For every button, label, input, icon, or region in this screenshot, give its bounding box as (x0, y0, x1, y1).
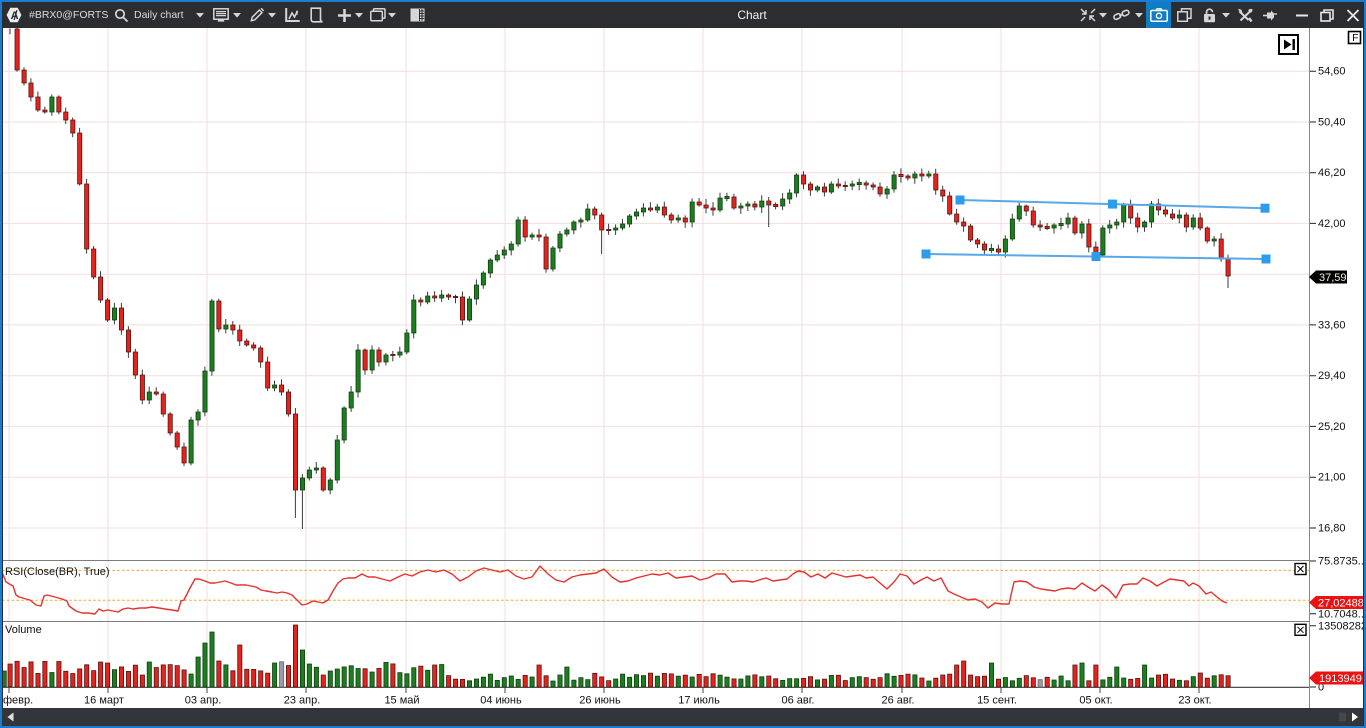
svg-text:16,80: 16,80 (1318, 523, 1346, 535)
svg-text:15 май: 15 май (384, 695, 419, 707)
svg-text:25,20: 25,20 (1318, 421, 1346, 433)
svg-text:05 окт.: 05 окт. (1079, 695, 1112, 707)
svg-text:54,60: 54,60 (1318, 66, 1346, 78)
svg-text:0: 0 (1318, 682, 1324, 694)
svg-text:06 авг.: 06 авг. (782, 695, 815, 707)
svg-text:RSI(Close(BR), True): RSI(Close(BR), True) (5, 566, 110, 578)
svg-text:46,20: 46,20 (1318, 167, 1346, 179)
svg-text:1913949: 1913949 (1319, 673, 1362, 685)
svg-text:23 апр.: 23 апр. (284, 695, 321, 707)
svg-text:42,00: 42,00 (1318, 218, 1346, 230)
svg-text:26 июнь: 26 июнь (579, 695, 621, 707)
svg-text:Volume: Volume (5, 624, 42, 636)
svg-text:75.8735..: 75.8735.. (1318, 556, 1364, 568)
svg-text:15 сент.: 15 сент. (977, 695, 1017, 707)
svg-text:10.7048..: 10.7048.. (1318, 608, 1364, 620)
svg-text:03 апр.: 03 апр. (185, 695, 222, 707)
svg-text:F: F (1352, 33, 1358, 44)
svg-text:27,02488: 27,02488 (1318, 598, 1364, 610)
svg-text:33,60: 33,60 (1318, 319, 1346, 331)
svg-text:37,59: 37,59 (1319, 272, 1347, 284)
svg-text:04 июнь: 04 июнь (480, 695, 522, 707)
svg-text:23 окт.: 23 окт. (1178, 695, 1211, 707)
svg-text:26 авг.: 26 авг. (882, 695, 915, 707)
svg-text:13508282: 13508282 (1318, 620, 1364, 632)
svg-text:50,40: 50,40 (1318, 117, 1346, 129)
svg-text:16 март: 16 март (84, 695, 124, 707)
svg-text:29,40: 29,40 (1318, 370, 1346, 382)
svg-text:21,00: 21,00 (1318, 472, 1346, 484)
svg-text:17 июль: 17 июль (678, 695, 720, 707)
svg-text:февр.: февр. (3, 695, 33, 707)
